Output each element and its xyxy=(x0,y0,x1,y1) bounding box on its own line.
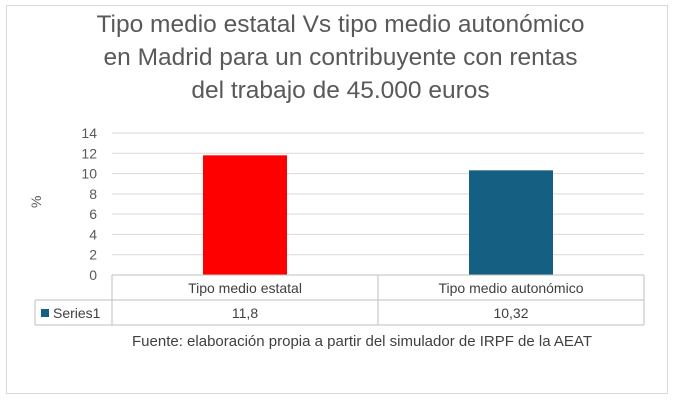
y-tick-label: 2 xyxy=(89,247,97,263)
x-category-label: Tipo medio autonómico xyxy=(438,280,583,296)
data-label: 11,8 xyxy=(232,305,258,321)
legend-label: Series1 xyxy=(53,305,101,321)
bar-2 xyxy=(469,170,553,275)
y-tick-label: 8 xyxy=(89,186,97,202)
y-tick-label: 6 xyxy=(89,206,97,222)
data-label: 10,32 xyxy=(493,305,528,321)
y-tick-label: 0 xyxy=(89,267,97,283)
chart-frame xyxy=(6,5,668,394)
x-category-label: Tipo medio estatal xyxy=(188,280,302,296)
y-tick-label: 4 xyxy=(89,226,97,242)
bar-1 xyxy=(203,155,287,275)
chart-title: Tipo medio estatal Vs tipo medio autonóm… xyxy=(96,11,585,104)
y-tick-label: 12 xyxy=(81,145,97,161)
source-note: Fuente: elaboración propia a partir del … xyxy=(132,333,592,350)
legend-swatch xyxy=(41,309,49,317)
y-tick-label: 10 xyxy=(81,166,97,182)
y-tick-label: 14 xyxy=(81,125,97,141)
